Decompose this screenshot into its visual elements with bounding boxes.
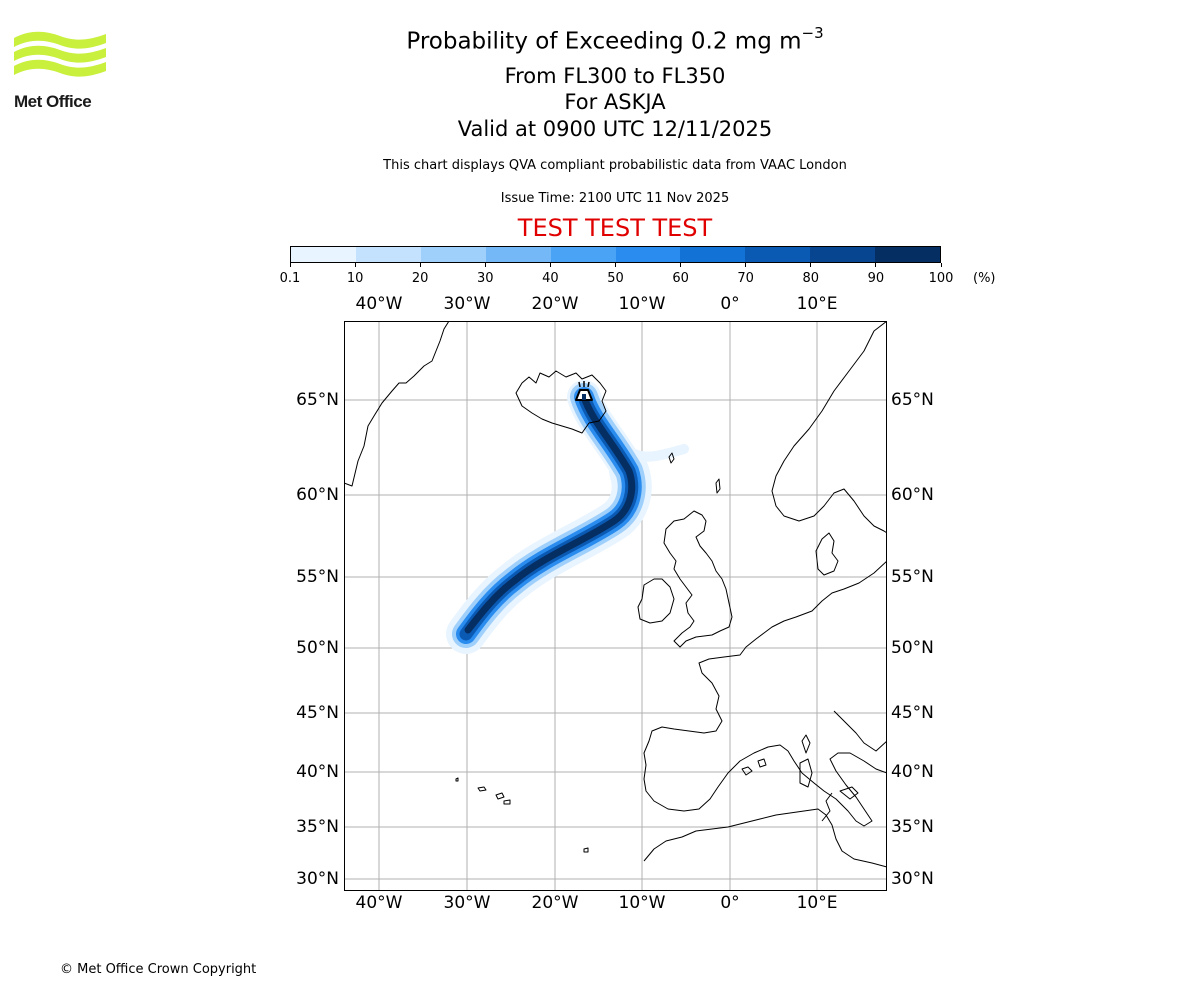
colorbar-tick-label: 80	[802, 271, 820, 286]
colorbar-tick-label: 40	[542, 271, 559, 286]
colorbar-tick-label: 100	[928, 271, 954, 286]
chart-title: Probability of Exceeding 0.2 mg m−3	[0, 24, 1200, 55]
logo-waves-icon	[14, 31, 106, 77]
colorbar-segment	[355, 247, 421, 262]
longitude-label: 40°W	[355, 294, 403, 314]
issue-time: Issue Time: 2100 UTC 11 Nov 2025	[500, 191, 730, 206]
latitude-label: 35°N	[891, 817, 934, 837]
latitude-label: 55°N	[891, 567, 934, 587]
colorbar-segment	[680, 247, 746, 262]
colorbar-tick-mark	[354, 263, 356, 267]
colorbar-segment	[810, 247, 876, 262]
ash-plume	[446, 380, 689, 654]
latitude-label: 60°N	[296, 485, 339, 505]
latitude-label: 50°N	[296, 638, 339, 658]
longitude-label: 20°W	[531, 294, 579, 314]
latitude-label: 65°N	[296, 390, 339, 410]
colorbar-tick-label: 60	[672, 271, 689, 286]
colorbar-tick-label: 70	[737, 271, 754, 286]
longitude-label: 10°W	[618, 294, 666, 314]
chart-title-superscript: −3	[801, 24, 824, 42]
flight-level-subtitle: From FL300 to FL350	[504, 64, 726, 88]
colorbar-segment	[420, 247, 486, 262]
graticule	[344, 321, 887, 891]
colorbar-tick-label: 10	[346, 271, 364, 286]
latitude-label: 40°N	[891, 762, 934, 782]
longitude-label: 10°E	[796, 294, 838, 314]
colorbar-unit: (%)	[973, 271, 996, 286]
colorbar-tick-mark	[680, 263, 682, 267]
latitude-label: 50°N	[891, 638, 934, 658]
colorbar-tick-mark	[419, 263, 421, 267]
longitude-label: 30°W	[443, 294, 491, 314]
longitude-label: 10°E	[796, 893, 838, 913]
test-banner: TEST TEST TEST	[517, 214, 713, 242]
logo-text: Met Office	[14, 92, 92, 111]
valid-time-subtitle: Valid at 0900 UTC 12/11/2025	[457, 117, 773, 141]
latitude-label: 30°N	[891, 869, 934, 889]
longitude-label: 20°W	[531, 893, 579, 913]
colorbar-tick-mark	[615, 263, 616, 267]
colorbar-tick-label: 50	[607, 271, 624, 286]
coastlines	[344, 321, 887, 868]
volcano-subtitle: For ASKJA	[564, 90, 666, 114]
colorbar-segment	[615, 247, 681, 262]
colorbar-tick-label: 20	[411, 271, 429, 286]
colorbar-tick-mark	[940, 263, 942, 267]
colorbar-tick-mark	[745, 263, 747, 267]
chart-description: This chart displays QVA compliant probab…	[383, 158, 847, 173]
chart-title-text: Probability of Exceeding 0.2 mg m	[406, 28, 802, 55]
colorbar-tick-label: 90	[867, 271, 885, 286]
copyright-notice: © Met Office Crown Copyright	[60, 962, 257, 977]
colorbar-segment	[875, 247, 941, 262]
latitude-label: 60°N	[891, 485, 934, 505]
colorbar-tick-mark	[810, 263, 812, 267]
colorbar-tick-label: 0.1	[279, 271, 301, 286]
colorbar-segment	[550, 247, 616, 262]
colorbar-segment	[291, 247, 356, 262]
map-canvas	[344, 321, 887, 891]
latitude-label: 35°N	[296, 817, 339, 837]
latitude-label: 45°N	[891, 703, 934, 723]
longitude-label: 0°	[720, 294, 740, 314]
longitude-label: 10°W	[618, 893, 666, 913]
latitude-label: 65°N	[891, 390, 934, 410]
colorbar-tick-mark	[549, 263, 551, 267]
map-panel	[344, 321, 887, 891]
colorbar-tick-mark	[289, 263, 291, 267]
latitude-label: 55°N	[296, 567, 339, 587]
volcano-icon	[575, 381, 593, 401]
colorbar-segment	[485, 247, 551, 262]
latitude-label: 40°N	[296, 762, 339, 782]
colorbar-tick-label: 30	[477, 271, 494, 286]
colorbar-tick-mark	[875, 263, 877, 267]
map-frame	[344, 321, 887, 891]
colorbar	[290, 246, 941, 263]
longitude-label: 40°W	[355, 893, 403, 913]
latitude-label: 45°N	[296, 703, 339, 723]
latitude-label: 30°N	[296, 869, 339, 889]
colorbar-segment	[745, 247, 811, 262]
longitude-label: 30°W	[443, 893, 491, 913]
colorbar-tick-mark	[484, 263, 486, 267]
met-office-logo: Met Office	[14, 30, 114, 112]
longitude-label: 0°	[720, 893, 740, 913]
